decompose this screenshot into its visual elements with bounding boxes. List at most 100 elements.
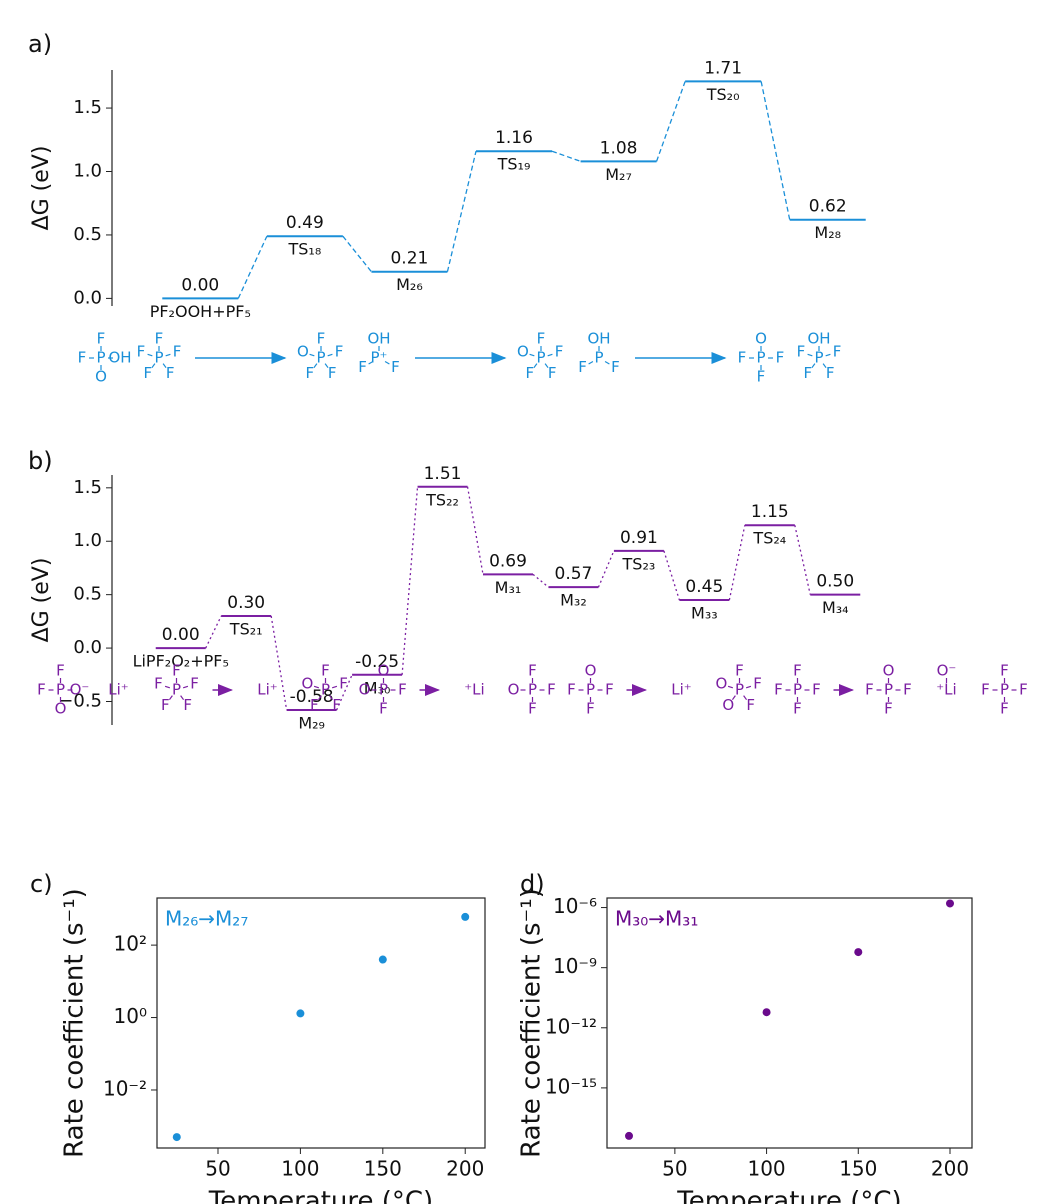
value-label: -0.25 xyxy=(355,652,399,672)
level-name: M₂₈ xyxy=(814,223,841,242)
y-axis-label: Rate coefficient (s⁻¹) xyxy=(517,888,547,1158)
atom: F xyxy=(190,675,199,693)
point xyxy=(378,955,387,964)
y-tick-label: 1.0 xyxy=(73,161,102,182)
x-tick-label: 100 xyxy=(281,1157,319,1181)
value-label: 0.69 xyxy=(489,551,527,571)
y-tick-label: −0.5 xyxy=(58,690,102,711)
atom: F xyxy=(56,662,65,680)
bond xyxy=(313,685,320,689)
y-tick-label: 10⁰ xyxy=(114,1004,147,1028)
atom: F xyxy=(137,343,146,361)
atom: ⁺Li xyxy=(936,681,956,699)
connector xyxy=(728,525,746,601)
y-tick-label: 1.5 xyxy=(73,97,102,118)
level-name: TS₂₀ xyxy=(706,85,740,104)
connector xyxy=(655,81,686,162)
connector xyxy=(205,615,222,649)
value-label: 1.51 xyxy=(424,464,462,484)
atom: F xyxy=(793,662,802,680)
atom: F xyxy=(903,681,912,699)
atom: F xyxy=(833,343,842,361)
level-name: TS₂₂ xyxy=(425,490,459,509)
y-tick-label: 10⁻⁹ xyxy=(553,954,597,978)
atom: F xyxy=(173,343,182,361)
atom: F xyxy=(155,330,164,348)
panel-label: d) xyxy=(520,870,545,898)
atom: O xyxy=(359,681,371,699)
level-name: M₂₆ xyxy=(396,275,423,294)
atom: F xyxy=(753,675,762,693)
bond xyxy=(807,353,813,357)
y-tick-label: 10⁻² xyxy=(103,1076,147,1100)
atom: F xyxy=(567,681,576,699)
bond xyxy=(327,353,333,357)
bond xyxy=(604,360,610,365)
y-tick-label: 1.5 xyxy=(73,477,102,498)
atom: P xyxy=(316,349,325,367)
atom: P xyxy=(321,681,330,699)
annotation: M₃₀→M₃₁ xyxy=(615,907,698,931)
plot-frame xyxy=(606,897,973,1149)
atom: F xyxy=(528,662,537,680)
connector xyxy=(342,235,372,273)
value-label: 0.30 xyxy=(227,593,265,613)
atom: F xyxy=(528,700,537,718)
atom: F xyxy=(611,358,620,376)
y-tick-label: 10⁻¹² xyxy=(545,1014,597,1038)
value-label: 0.62 xyxy=(809,197,847,217)
atom: F xyxy=(547,681,556,699)
atom: O xyxy=(95,368,107,386)
x-tick-label: 100 xyxy=(747,1157,785,1181)
atom: F xyxy=(332,696,341,714)
atom: O xyxy=(722,696,734,714)
y-tick-label: 0.0 xyxy=(73,287,102,308)
x-tick-label: 150 xyxy=(364,1157,402,1181)
bond xyxy=(533,363,538,369)
atom: O xyxy=(302,675,314,693)
x-tick-label: 150 xyxy=(839,1157,877,1181)
bond xyxy=(309,353,315,357)
point xyxy=(945,899,954,908)
atom: F xyxy=(1000,700,1009,718)
bond xyxy=(743,695,748,701)
y-tick-label: 10⁻¹⁵ xyxy=(545,1074,597,1098)
atom: F xyxy=(555,343,564,361)
atom: F xyxy=(774,681,783,699)
bond xyxy=(588,360,594,365)
atom: P xyxy=(154,349,163,367)
connector xyxy=(270,615,288,711)
bond xyxy=(384,360,390,365)
bond xyxy=(313,363,318,369)
connector xyxy=(237,235,268,299)
bond xyxy=(745,685,752,689)
level-name: TS₁₈ xyxy=(287,240,321,259)
level-name: TS₂₄ xyxy=(752,529,786,548)
atom: P xyxy=(756,349,765,367)
panel-label: c) xyxy=(30,870,53,898)
atom: F xyxy=(172,662,181,680)
atom: F xyxy=(884,700,893,718)
plot-frame xyxy=(156,897,486,1149)
atom: F xyxy=(776,349,785,367)
bond xyxy=(151,363,156,369)
atom: F xyxy=(144,364,153,382)
atom: O xyxy=(585,662,597,680)
value-label: 0.91 xyxy=(620,528,658,548)
atom: P xyxy=(56,681,65,699)
value-label: 0.00 xyxy=(181,275,219,295)
value-label: 1.08 xyxy=(600,138,638,158)
connector xyxy=(794,525,811,595)
connector xyxy=(551,150,581,162)
y-tick-label: 10² xyxy=(114,932,147,956)
panel-label: b) xyxy=(28,447,53,475)
atom: O xyxy=(716,675,728,693)
atom: F xyxy=(310,696,319,714)
bond xyxy=(182,685,189,689)
atom: ⁺Li xyxy=(464,681,484,699)
y-tick-label: 0.5 xyxy=(73,224,102,245)
bond xyxy=(822,363,827,369)
atom: OH xyxy=(587,330,610,348)
atom: F xyxy=(166,364,175,382)
atom: P xyxy=(1000,681,1009,699)
